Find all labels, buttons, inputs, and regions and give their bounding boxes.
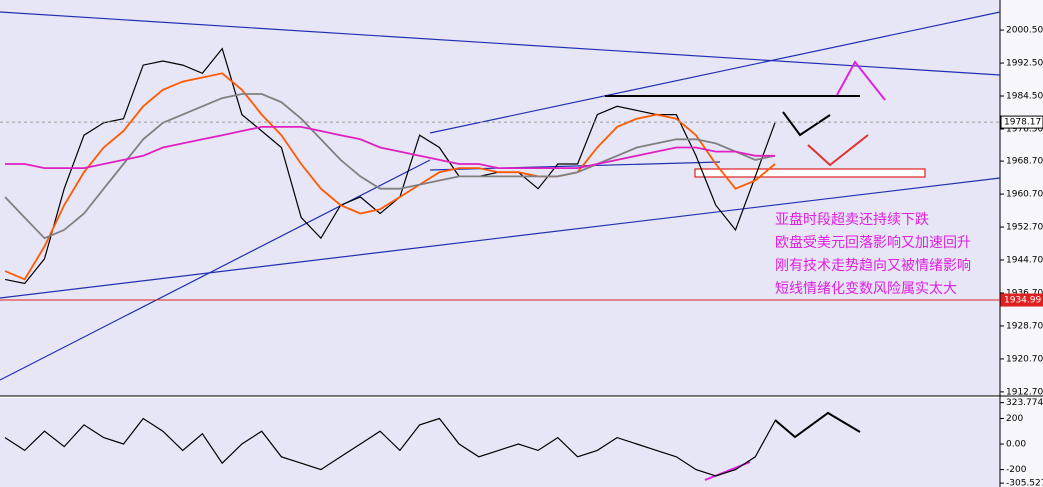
arrow bbox=[774, 411, 861, 439]
series-line bbox=[4, 417, 776, 477]
y-tick-label: 1976.50 bbox=[1006, 124, 1043, 134]
y-tick-label: 1960.70 bbox=[1006, 190, 1043, 200]
y-tick-label: 1920.70 bbox=[1006, 354, 1043, 364]
series-line bbox=[4, 72, 776, 281]
y-tick-label: 323.7747 bbox=[1006, 398, 1043, 408]
y-tick-label: 1968.70 bbox=[1006, 157, 1043, 167]
series-line bbox=[4, 93, 776, 240]
y-tick-label: 2000.50 bbox=[1006, 26, 1043, 36]
indicator-panel bbox=[0, 398, 1000, 487]
arrow bbox=[836, 60, 886, 101]
annotation: 欧盘受美元回落影响又加速回升 bbox=[775, 234, 971, 251]
y-tick-label: -305.527 bbox=[1006, 479, 1043, 487]
y-tick-label: 0.00 bbox=[1006, 440, 1026, 450]
trend-line bbox=[0, 159, 431, 381]
y-tick-label: 1928.70 bbox=[1006, 321, 1043, 331]
y-tick-label: 1984.50 bbox=[1006, 92, 1043, 102]
y-tick-label: 1992.50 bbox=[1006, 59, 1043, 69]
price-tag-label: 1934.99 bbox=[1004, 296, 1041, 306]
y-tick-label: 1936.70 bbox=[1006, 288, 1043, 298]
price-tag-label: 1978.17 bbox=[1004, 118, 1041, 128]
y-tick-label: -200 bbox=[1006, 465, 1027, 475]
annotation: 亚盘时段超卖还持续下跌 bbox=[775, 211, 929, 228]
trend-line bbox=[429, 11, 1001, 134]
series-line bbox=[4, 47, 776, 285]
trend-line bbox=[0, 11, 1001, 76]
price-panel bbox=[0, 0, 1000, 396]
annotation: 短线情绪化变数风险属实太大 bbox=[775, 281, 957, 297]
series-line bbox=[5, 126, 775, 170]
y-tick-label: 1944.70 bbox=[1006, 256, 1043, 266]
arrow bbox=[782, 111, 831, 137]
y-tick-label: 1912.70 bbox=[1006, 387, 1043, 397]
arrow bbox=[807, 134, 869, 167]
annotation: 刚有技术走势趋向又被情绪影响 bbox=[775, 258, 971, 274]
price-tag bbox=[1000, 293, 1043, 307]
y-tick-label: 1952.70 bbox=[1006, 223, 1043, 233]
trend-line bbox=[0, 177, 1001, 299]
zone-box bbox=[694, 168, 926, 178]
price-tag bbox=[1000, 115, 1043, 129]
axis-area bbox=[1000, 0, 1043, 487]
y-tick-label: 200 bbox=[1006, 414, 1023, 424]
